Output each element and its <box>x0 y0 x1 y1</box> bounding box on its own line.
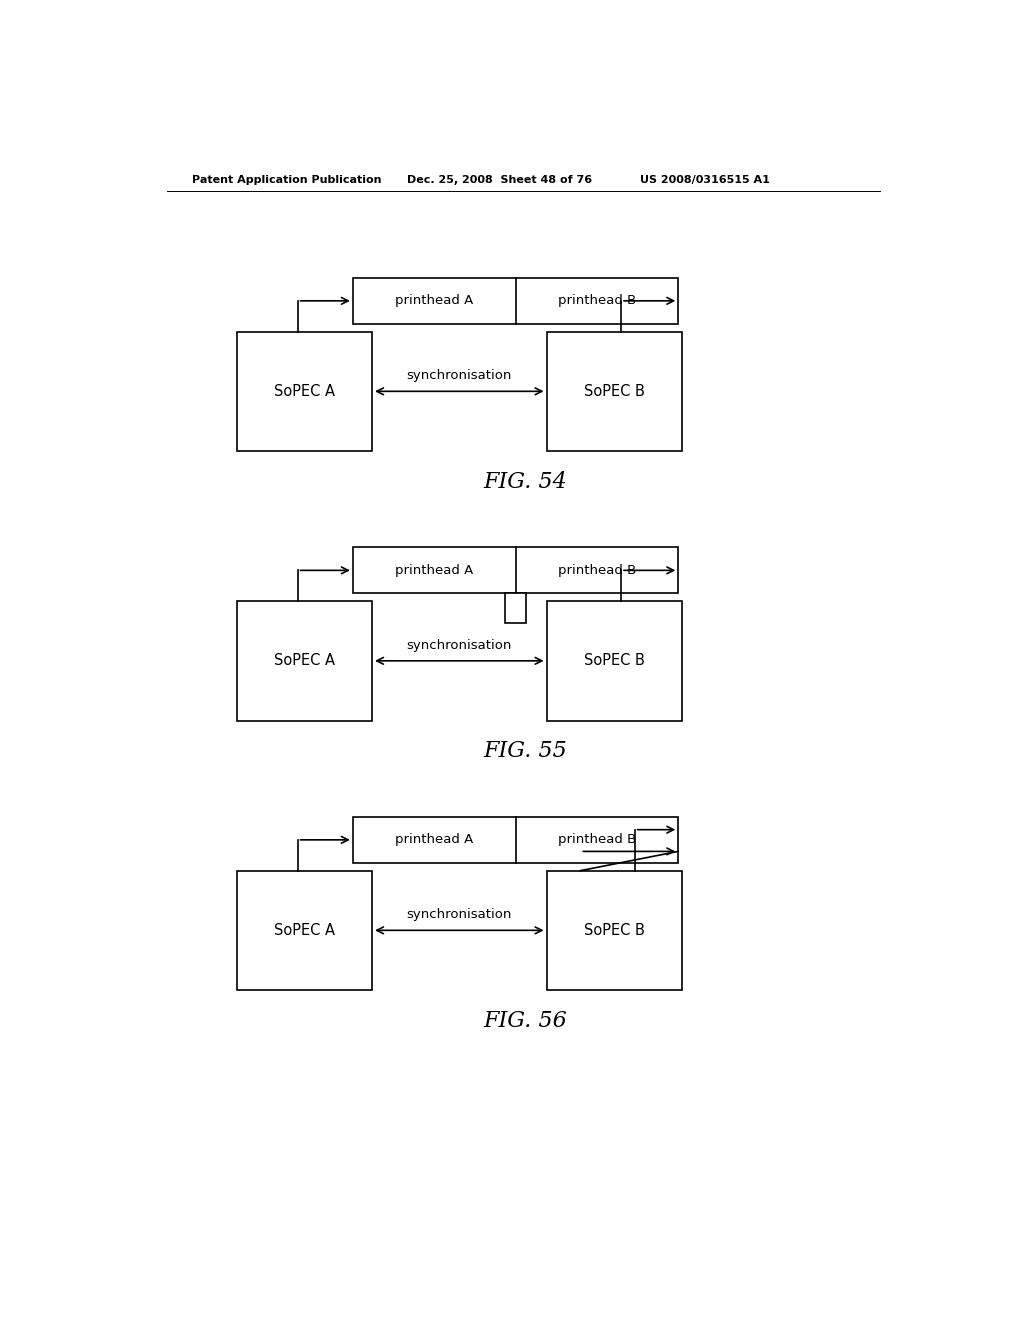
Text: synchronisation: synchronisation <box>407 908 512 921</box>
Text: SoPEC B: SoPEC B <box>584 653 645 668</box>
Text: FIG. 55: FIG. 55 <box>483 741 566 763</box>
Text: printhead B: printhead B <box>558 294 636 308</box>
Text: SoPEC B: SoPEC B <box>584 923 645 937</box>
Text: Dec. 25, 2008  Sheet 48 of 76: Dec. 25, 2008 Sheet 48 of 76 <box>407 176 592 185</box>
Text: printhead B: printhead B <box>558 833 636 846</box>
Bar <box>237 871 372 990</box>
Text: FIG. 56: FIG. 56 <box>483 1010 566 1032</box>
Bar <box>505 594 526 623</box>
Bar <box>352 277 678 323</box>
Bar <box>237 331 372 451</box>
Text: Patent Application Publication: Patent Application Publication <box>191 176 381 185</box>
Bar <box>547 331 682 451</box>
Text: printhead B: printhead B <box>558 564 636 577</box>
Text: US 2008/0316515 A1: US 2008/0316515 A1 <box>640 176 769 185</box>
Text: printhead A: printhead A <box>395 564 473 577</box>
Text: synchronisation: synchronisation <box>407 639 512 652</box>
Bar <box>547 601 682 721</box>
Text: SoPEC B: SoPEC B <box>584 384 645 399</box>
Bar <box>547 871 682 990</box>
Text: synchronisation: synchronisation <box>407 370 512 381</box>
Bar <box>237 601 372 721</box>
Text: SoPEC A: SoPEC A <box>273 384 335 399</box>
Bar <box>352 817 678 863</box>
Bar <box>352 548 678 594</box>
Text: FIG. 54: FIG. 54 <box>483 471 566 492</box>
Text: SoPEC A: SoPEC A <box>273 653 335 668</box>
Text: printhead A: printhead A <box>395 833 473 846</box>
Text: printhead A: printhead A <box>395 294 473 308</box>
Text: SoPEC A: SoPEC A <box>273 923 335 937</box>
